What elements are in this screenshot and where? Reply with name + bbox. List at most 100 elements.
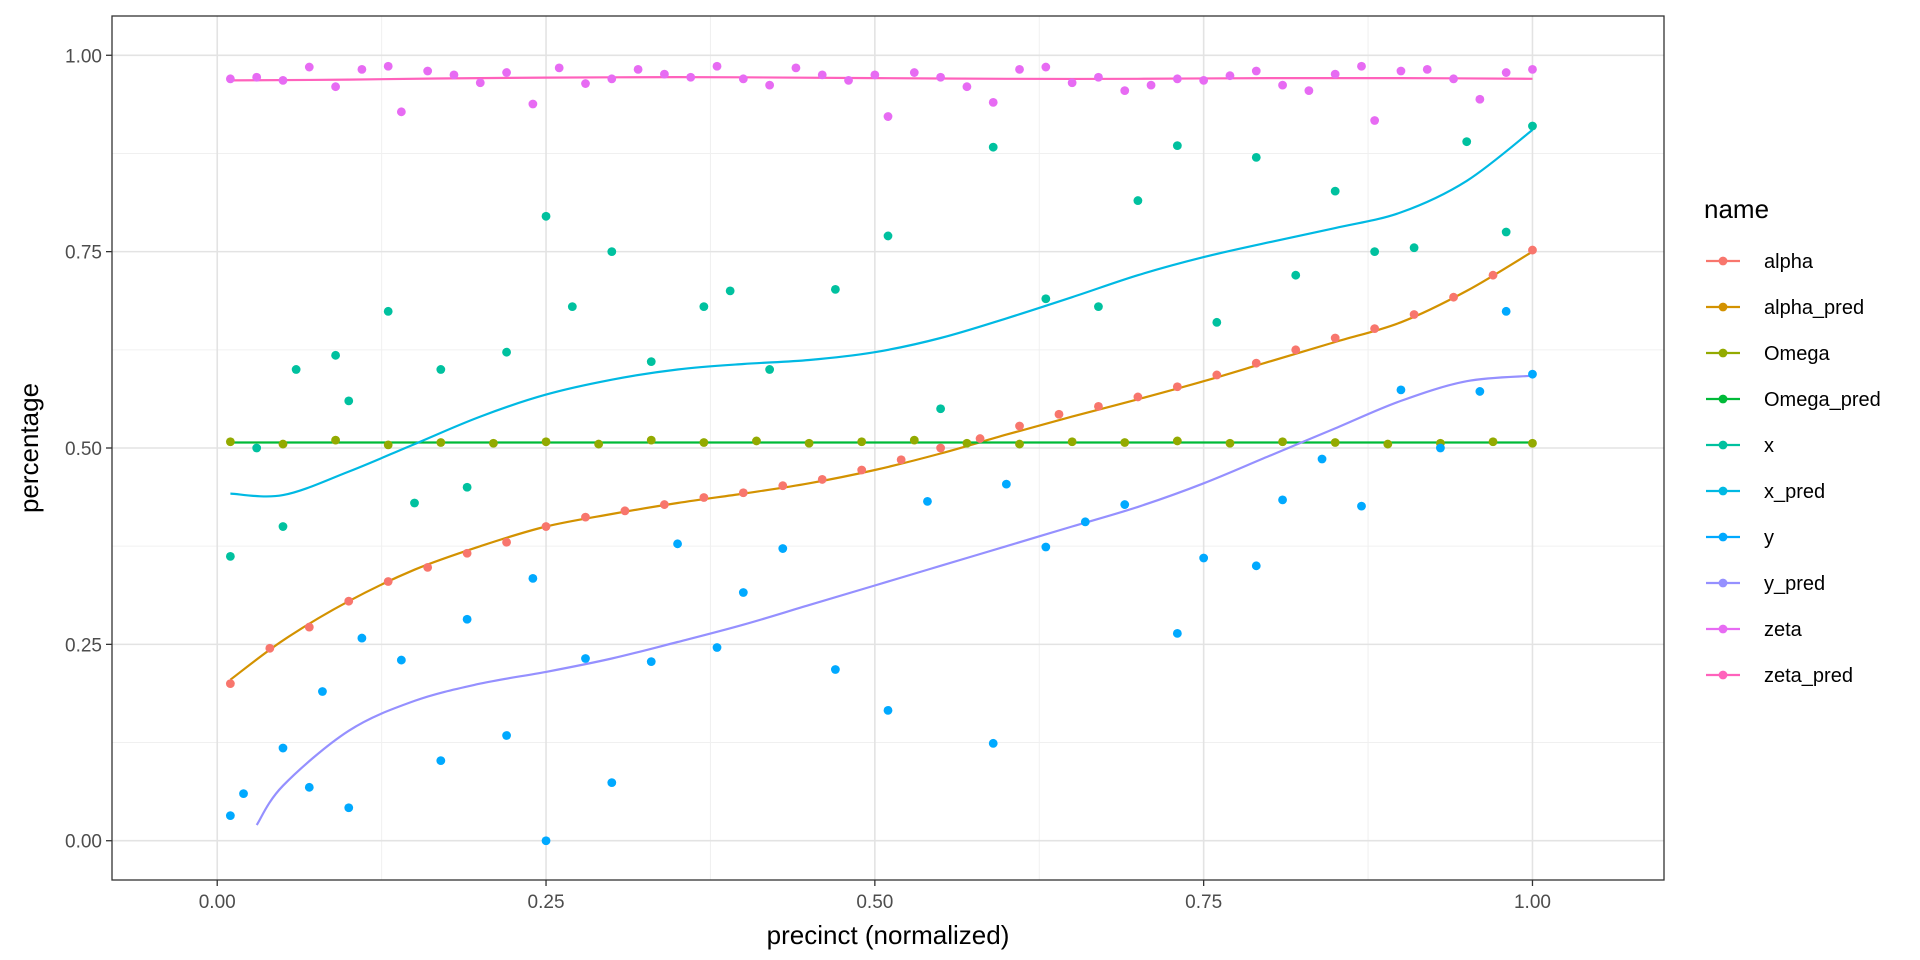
data-point: [1436, 443, 1445, 453]
data-point: [857, 465, 867, 475]
legend-label: y_pred: [1764, 573, 1825, 595]
data-point: [1501, 227, 1511, 237]
y-axis-title: percentage: [14, 383, 44, 513]
data-point: [357, 65, 367, 74]
data-point: [936, 443, 946, 453]
data-point: [304, 62, 314, 72]
x-tick-label: 0.00: [199, 892, 236, 913]
data-point: [278, 76, 288, 85]
data-point: [581, 512, 590, 522]
data-point: [383, 440, 393, 450]
legend-label: y: [1764, 527, 1774, 549]
legend-item-omega: Omega: [1706, 343, 1830, 365]
data-point: [1015, 65, 1024, 74]
legend-item-y: y: [1706, 527, 1774, 549]
data-point: [304, 622, 314, 632]
data-point: [975, 434, 985, 443]
data-point: [1120, 438, 1130, 447]
data-point: [1330, 438, 1340, 447]
data-point: [1304, 86, 1314, 96]
data-point: [1120, 500, 1130, 509]
legend-label: x: [1764, 435, 1774, 457]
data-point: [1041, 62, 1051, 72]
data-point: [646, 435, 656, 445]
data-point: [1370, 324, 1380, 334]
legend-label: zeta_pred: [1764, 665, 1853, 687]
data-point: [988, 738, 998, 748]
x-tick-label: 0.75: [1185, 892, 1222, 913]
data-point: [1528, 438, 1537, 448]
data-point: [331, 82, 340, 92]
data-point: [1396, 385, 1406, 395]
series-line-y-pred: [255, 374, 1533, 826]
legend-key-point: [1718, 440, 1728, 450]
data-point: [1212, 370, 1222, 380]
x-axis: 0.00 0.25 0.50 0.75 1.00: [199, 880, 1551, 913]
data-point: [1383, 439, 1393, 449]
data-point: [1225, 71, 1235, 81]
data-point: [1172, 628, 1182, 638]
data-point: [1015, 439, 1024, 449]
data-point: [462, 614, 472, 624]
data-point: [581, 79, 590, 88]
series-alpha: [225, 245, 1537, 689]
data-point: [528, 99, 538, 109]
data-point: [554, 63, 564, 73]
data-point: [857, 437, 867, 447]
data-point: [423, 562, 433, 572]
data-point: [252, 443, 262, 453]
data-point: [909, 435, 919, 445]
data-point: [423, 66, 433, 76]
data-point: [1054, 409, 1064, 419]
data-point: [962, 82, 972, 92]
data-point: [738, 488, 748, 498]
data-point: [646, 357, 656, 366]
data-point: [830, 665, 840, 674]
legend-label: alpha_pred: [1764, 297, 1864, 319]
data-point: [673, 539, 682, 549]
data-point: [410, 498, 419, 508]
data-point: [725, 286, 735, 296]
data-point: [1041, 542, 1051, 552]
data-point: [1199, 76, 1209, 85]
data-point: [765, 80, 775, 90]
data-point: [383, 61, 393, 71]
legend-item-x: x: [1706, 435, 1774, 457]
data-point: [778, 481, 788, 491]
data-point: [383, 577, 393, 586]
data-point: [1133, 196, 1143, 205]
data-point: [1396, 66, 1406, 76]
legend-item-alpha: alpha: [1706, 251, 1814, 273]
data-point: [883, 705, 893, 715]
data-point: [1475, 387, 1485, 396]
data-point: [1094, 401, 1103, 411]
data-point: [278, 743, 288, 753]
data-point: [502, 731, 511, 740]
data-point: [936, 404, 946, 414]
y-tick-label: 0.00: [65, 832, 102, 853]
y-tick-label: 0.25: [65, 635, 102, 656]
data-point: [541, 437, 551, 447]
legend-label: alpha: [1764, 251, 1814, 273]
data-point: [1449, 74, 1458, 84]
data-point: [541, 211, 551, 221]
data-point: [1212, 317, 1222, 327]
data-point: [830, 284, 840, 294]
data-point: [660, 69, 669, 79]
data-point: [225, 679, 235, 689]
data-point: [1094, 72, 1103, 82]
data-point: [607, 247, 617, 257]
data-point: [660, 500, 669, 509]
data-point: [462, 548, 472, 558]
data-point: [1475, 94, 1485, 104]
data-point: [475, 78, 485, 88]
series-y: [225, 306, 1537, 846]
data-point: [778, 544, 788, 553]
data-point: [502, 537, 511, 547]
data-point: [396, 107, 406, 117]
data-point: [791, 63, 801, 73]
legend-title: name: [1704, 194, 1769, 224]
data-point: [1370, 247, 1380, 257]
data-point: [225, 74, 235, 84]
